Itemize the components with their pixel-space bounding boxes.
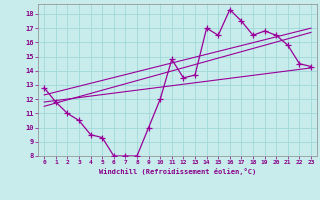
X-axis label: Windchill (Refroidissement éolien,°C): Windchill (Refroidissement éolien,°C): [99, 168, 256, 175]
